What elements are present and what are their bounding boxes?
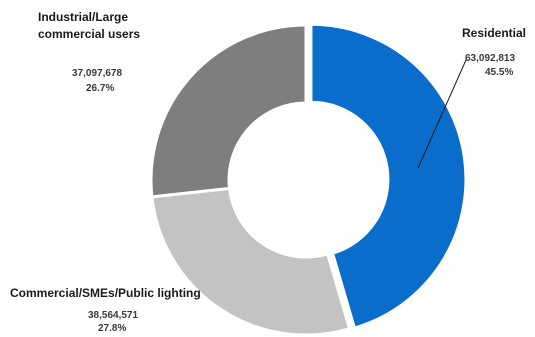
residential-value-label: 63,092,813 xyxy=(465,53,515,64)
industrial-name-label: Industrial/Large commercial users xyxy=(38,10,140,41)
commercial-value-label: 38,564,571 xyxy=(88,310,138,321)
residential-percent-label: 45.5% xyxy=(485,67,513,78)
commercial-name-label: Commercial/SMEs/Public lighting xyxy=(10,286,201,300)
commercial-percent-label: 27.8% xyxy=(98,323,126,334)
donut-slices xyxy=(149,22,468,337)
industrial-value-label: 37,097,678 xyxy=(72,68,122,79)
industrial-percent-label: 26.7% xyxy=(86,83,114,94)
donut-slice-residential xyxy=(309,22,468,330)
industrial-name-line: Industrial/Large xyxy=(38,10,128,24)
industrial-name-line: commercial users xyxy=(38,27,140,41)
residential-name-label: Residential xyxy=(462,26,526,40)
residential-leader-line xyxy=(417,59,467,169)
donut-slice-commercial-smes-public-lighting xyxy=(150,186,352,337)
donut-slice-industrial-large-commercial-users xyxy=(149,23,308,199)
